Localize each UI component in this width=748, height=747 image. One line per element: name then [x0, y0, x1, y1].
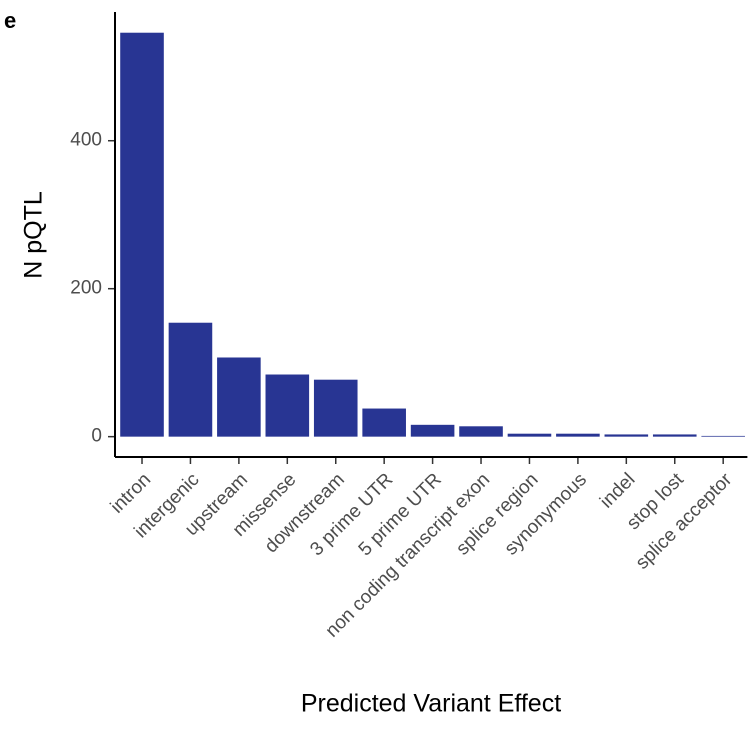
y-tick-label: 0 [91, 426, 102, 447]
bar [459, 426, 503, 437]
bar [120, 32, 164, 437]
x-axis-title: Predicted Variant Effect [301, 690, 561, 718]
bar [556, 433, 600, 437]
bar [410, 424, 455, 437]
bar [313, 379, 358, 437]
bar [168, 322, 213, 437]
panel-label: e [4, 8, 16, 33]
bar [217, 357, 261, 437]
x-tick-label: indel [596, 469, 639, 512]
bar [604, 434, 649, 437]
bar [362, 408, 406, 437]
bar [265, 374, 310, 437]
bar [507, 433, 552, 437]
bar [652, 434, 697, 437]
y-tick-label: 200 [70, 278, 102, 299]
bar [701, 435, 745, 437]
y-tick-label: 400 [70, 130, 102, 151]
y-axis-title: N pQTL [20, 191, 48, 279]
